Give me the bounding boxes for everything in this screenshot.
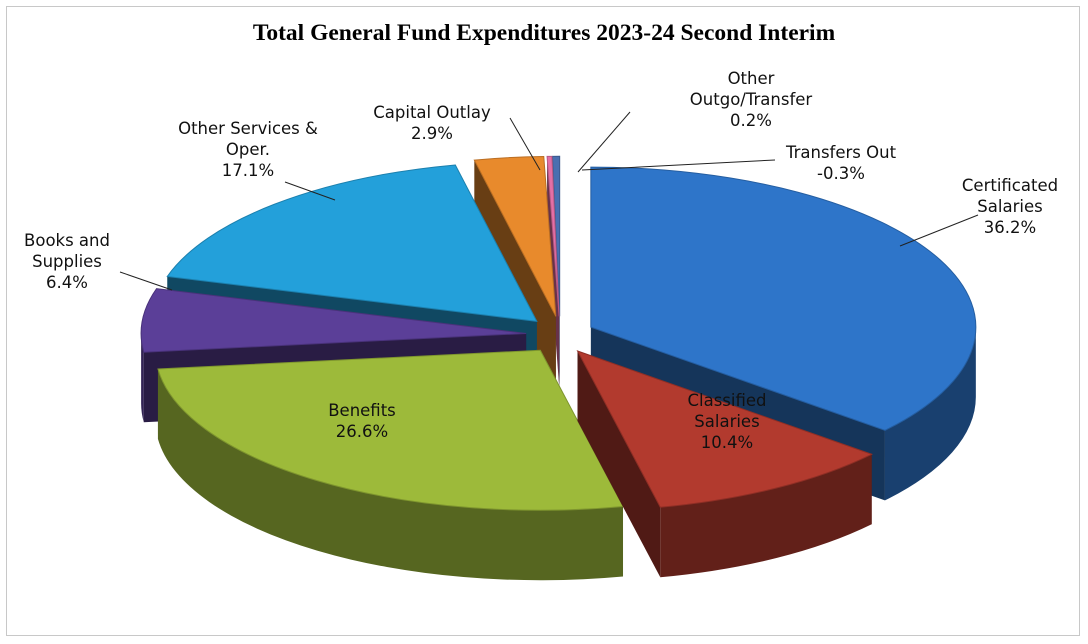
slice-label: Certificated Salaries 36.2% — [962, 175, 1058, 238]
slice-label-text: Transfers Out — [785, 143, 897, 162]
chart-title: Total General Fund Expenditures 2023-24 … — [252, 20, 836, 46]
slice-label-text: Salaries — [694, 412, 760, 431]
slice-classified-salaries — [576, 350, 873, 578]
slice-label-text: Certificated — [961, 176, 1059, 195]
slice-label-text: Other — [727, 69, 775, 88]
slice-label-text: Outgo/Transfer — [689, 90, 813, 109]
slice-percent: 17.1% — [221, 161, 275, 180]
slice-label: Capital Outlay 2.9% — [373, 102, 490, 144]
leader-line — [119, 271, 173, 291]
leader-line — [577, 111, 631, 173]
slice-benefits — [157, 349, 624, 581]
slice-percent: 36.2% — [983, 218, 1037, 237]
slice-label: Benefits 26.6% — [328, 400, 396, 442]
slice-label-text: Salaries — [977, 197, 1043, 216]
leader-line — [284, 181, 336, 201]
slice-label-text: Supplies — [32, 252, 102, 271]
slice-label-text: Capital Outlay — [373, 103, 491, 122]
slice-label: Transfers Out -0.3% — [786, 142, 896, 184]
slice-percent: 2.9% — [411, 124, 453, 143]
slice-label-text: Classified — [687, 391, 767, 410]
slice-percent: 6.4% — [46, 273, 88, 292]
slice-label: Other Outgo/Transfer 0.2% — [690, 68, 812, 131]
slice-label-text: Other Services & — [178, 119, 318, 138]
leader-line — [899, 214, 979, 247]
slice-percent: -0.3% — [817, 164, 865, 183]
slice-other-outgo-transfer — [546, 155, 560, 387]
slice-label: Books and Supplies 6.4% — [24, 230, 110, 293]
slice-label: Classified Salaries 10.4% — [687, 390, 766, 453]
slice-label-text: Benefits — [328, 401, 396, 420]
slice-percent: 0.2% — [730, 111, 772, 130]
slice-percent: 26.6% — [335, 422, 389, 441]
slice-label: Other Services & Oper. 17.1% — [178, 118, 318, 181]
leader-line — [509, 117, 541, 171]
slice-label-text: Books and — [24, 231, 110, 250]
slice-label-text: Oper. — [225, 140, 271, 159]
leader-line — [581, 159, 776, 171]
slice-percent: 10.4% — [700, 433, 754, 452]
